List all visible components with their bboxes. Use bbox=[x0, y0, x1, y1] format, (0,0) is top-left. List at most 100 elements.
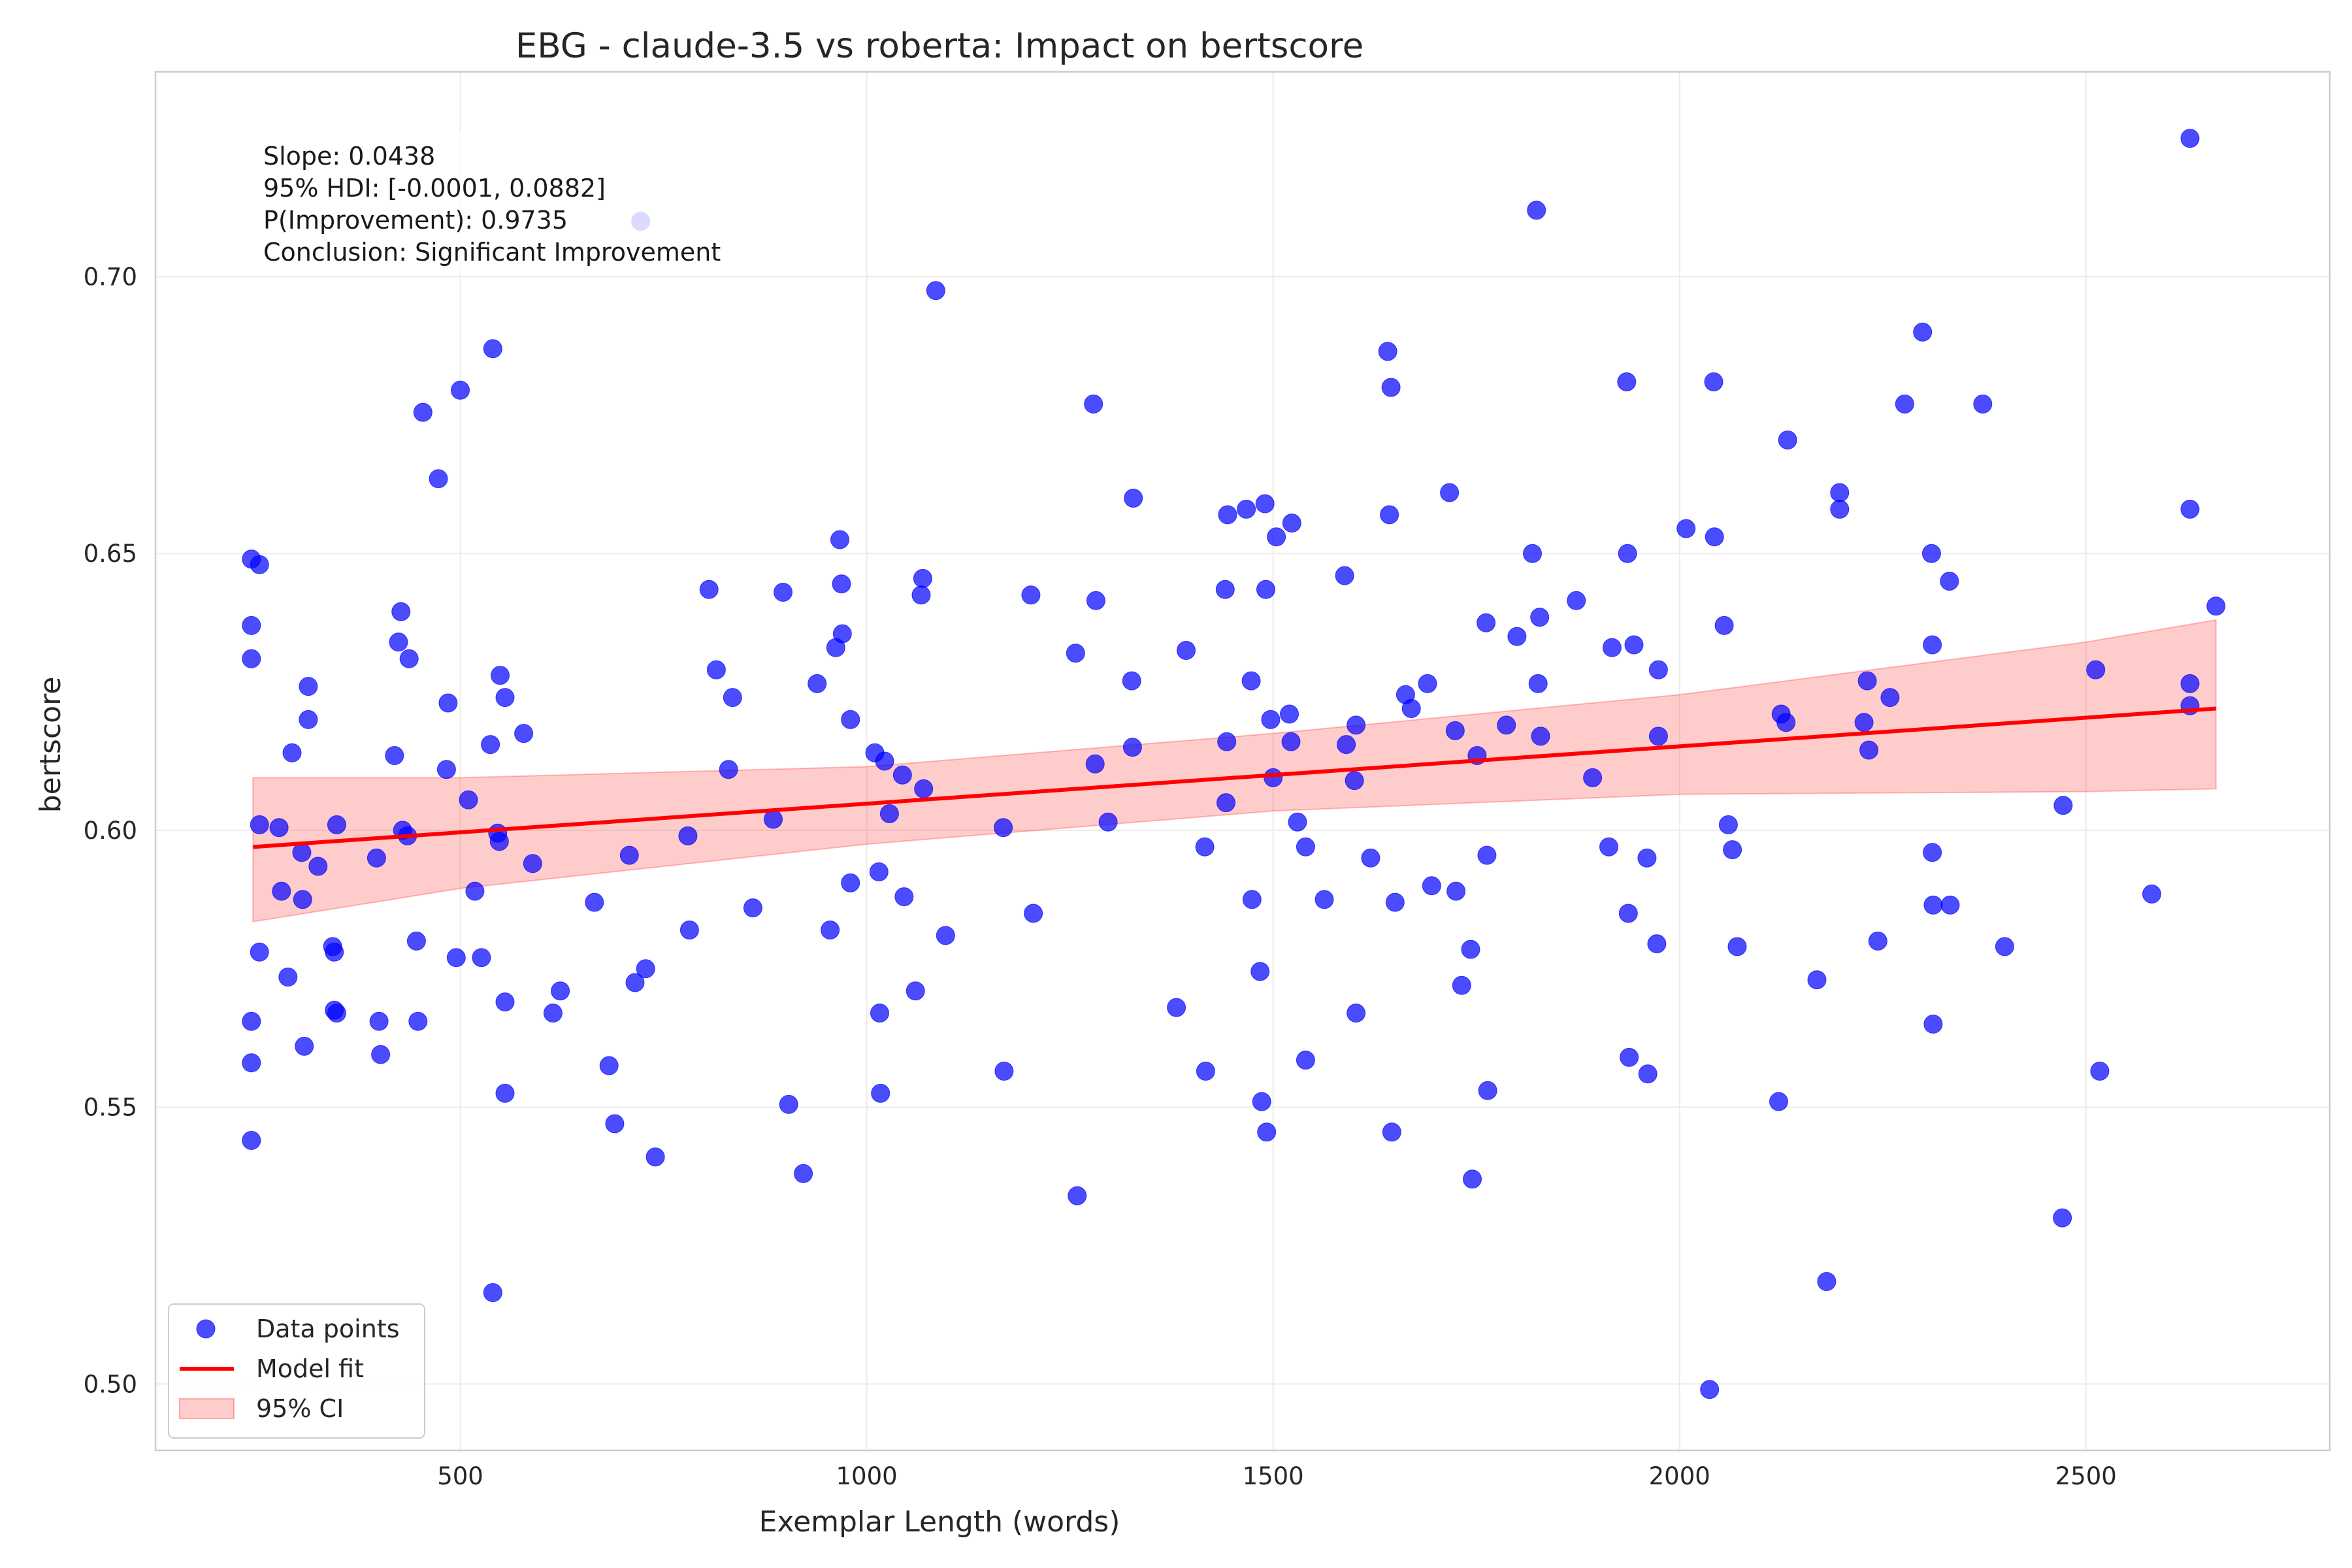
data-point bbox=[892, 765, 912, 785]
data-point bbox=[1024, 904, 1043, 923]
data-point bbox=[1218, 505, 1237, 525]
data-point bbox=[678, 826, 698, 845]
data-point bbox=[1296, 1051, 1315, 1070]
data-point bbox=[1098, 812, 1118, 832]
data-point bbox=[841, 873, 860, 892]
data-point bbox=[465, 881, 485, 901]
data-point bbox=[272, 881, 291, 901]
data-point bbox=[1382, 1122, 1401, 1142]
data-point bbox=[1868, 931, 1887, 951]
data-point bbox=[481, 735, 500, 755]
data-point bbox=[483, 339, 502, 359]
y-tick-label: 0.65 bbox=[84, 540, 137, 568]
data-point bbox=[308, 857, 328, 876]
data-point bbox=[242, 1131, 261, 1150]
data-point bbox=[913, 568, 932, 588]
data-point bbox=[1347, 1004, 1366, 1023]
data-point bbox=[871, 1083, 890, 1103]
data-point bbox=[1461, 939, 1480, 959]
model-fit-line bbox=[253, 706, 2217, 849]
y-axis-label: bertscore bbox=[34, 677, 67, 813]
data-point bbox=[429, 469, 448, 489]
data-point bbox=[1084, 394, 1103, 414]
data-point bbox=[764, 809, 783, 829]
data-point bbox=[413, 402, 433, 422]
data-point bbox=[869, 862, 889, 881]
y-tick-label: 0.60 bbox=[84, 817, 137, 845]
data-point bbox=[1445, 721, 1465, 740]
data-point bbox=[399, 649, 419, 668]
data-point bbox=[1880, 688, 1900, 708]
data-point bbox=[1378, 342, 1397, 361]
stats-annotation-box bbox=[253, 132, 781, 274]
data-point bbox=[1242, 890, 1262, 909]
data-point bbox=[1638, 1064, 1658, 1084]
data-point bbox=[1618, 544, 1637, 563]
data-point bbox=[1648, 660, 1668, 679]
data-point bbox=[1854, 713, 1874, 732]
data-point bbox=[832, 624, 852, 644]
data-point bbox=[994, 818, 1013, 838]
data-point bbox=[1337, 735, 1356, 755]
data-point bbox=[1021, 585, 1041, 605]
x-tick-label: 2000 bbox=[1649, 1462, 1710, 1490]
data-point bbox=[2180, 674, 2200, 693]
y-tick-label: 0.70 bbox=[84, 263, 137, 291]
data-point bbox=[719, 760, 738, 779]
data-point bbox=[514, 724, 534, 743]
data-point bbox=[523, 854, 542, 874]
data-point bbox=[1288, 812, 1307, 832]
data-point bbox=[1497, 715, 1516, 735]
legend-marker-ci bbox=[179, 1398, 235, 1419]
data-point bbox=[1066, 644, 1085, 663]
data-point bbox=[1296, 837, 1315, 857]
data-point bbox=[1335, 566, 1354, 585]
data-point bbox=[599, 1056, 619, 1075]
data-point bbox=[1217, 732, 1237, 751]
data-point bbox=[1617, 372, 1637, 391]
data-point bbox=[389, 632, 408, 652]
data-point bbox=[821, 921, 840, 939]
data-point bbox=[743, 898, 762, 918]
data-point bbox=[832, 574, 851, 594]
data-point bbox=[1913, 322, 1933, 342]
data-point bbox=[269, 818, 289, 838]
data-point bbox=[1361, 848, 1380, 868]
data-point bbox=[1778, 431, 1797, 449]
data-point bbox=[1700, 1380, 1720, 1399]
data-point bbox=[774, 583, 792, 602]
data-point bbox=[299, 677, 318, 696]
data-point bbox=[327, 815, 346, 834]
data-point bbox=[1452, 975, 1471, 995]
data-point bbox=[679, 921, 699, 939]
data-point bbox=[706, 660, 726, 679]
data-point bbox=[1923, 843, 1942, 862]
stats-annotation: Slope: 0.0438 95% HDI: [-0.0001, 0.0882]… bbox=[253, 132, 781, 274]
data-point bbox=[1602, 638, 1622, 657]
data-point bbox=[2053, 796, 2073, 815]
data-point bbox=[250, 555, 269, 574]
data-point bbox=[1282, 514, 1301, 533]
stats-probability: P(Improvement): 0.9735 bbox=[263, 206, 568, 235]
stats-hdi: 95% HDI: [-0.0001, 0.0882] bbox=[263, 174, 606, 203]
data-point bbox=[1921, 544, 1941, 563]
data-point bbox=[1624, 635, 1644, 655]
data-point bbox=[1507, 627, 1527, 646]
data-point bbox=[1704, 372, 1723, 391]
data-point bbox=[926, 281, 945, 301]
data-point bbox=[1830, 483, 1850, 502]
plot-frame bbox=[154, 71, 2331, 1452]
data-point bbox=[551, 981, 570, 1001]
data-point bbox=[1167, 998, 1186, 1017]
data-point bbox=[1422, 876, 1441, 896]
data-point bbox=[1068, 1186, 1087, 1205]
data-point bbox=[1267, 527, 1286, 547]
data-point bbox=[436, 760, 456, 779]
data-point bbox=[645, 1147, 665, 1167]
data-point bbox=[699, 580, 719, 599]
data-point bbox=[1281, 732, 1301, 751]
data-point bbox=[1315, 890, 1334, 909]
data-point bbox=[1345, 771, 1364, 791]
data-point bbox=[1124, 489, 1143, 508]
data-point bbox=[1637, 848, 1657, 868]
